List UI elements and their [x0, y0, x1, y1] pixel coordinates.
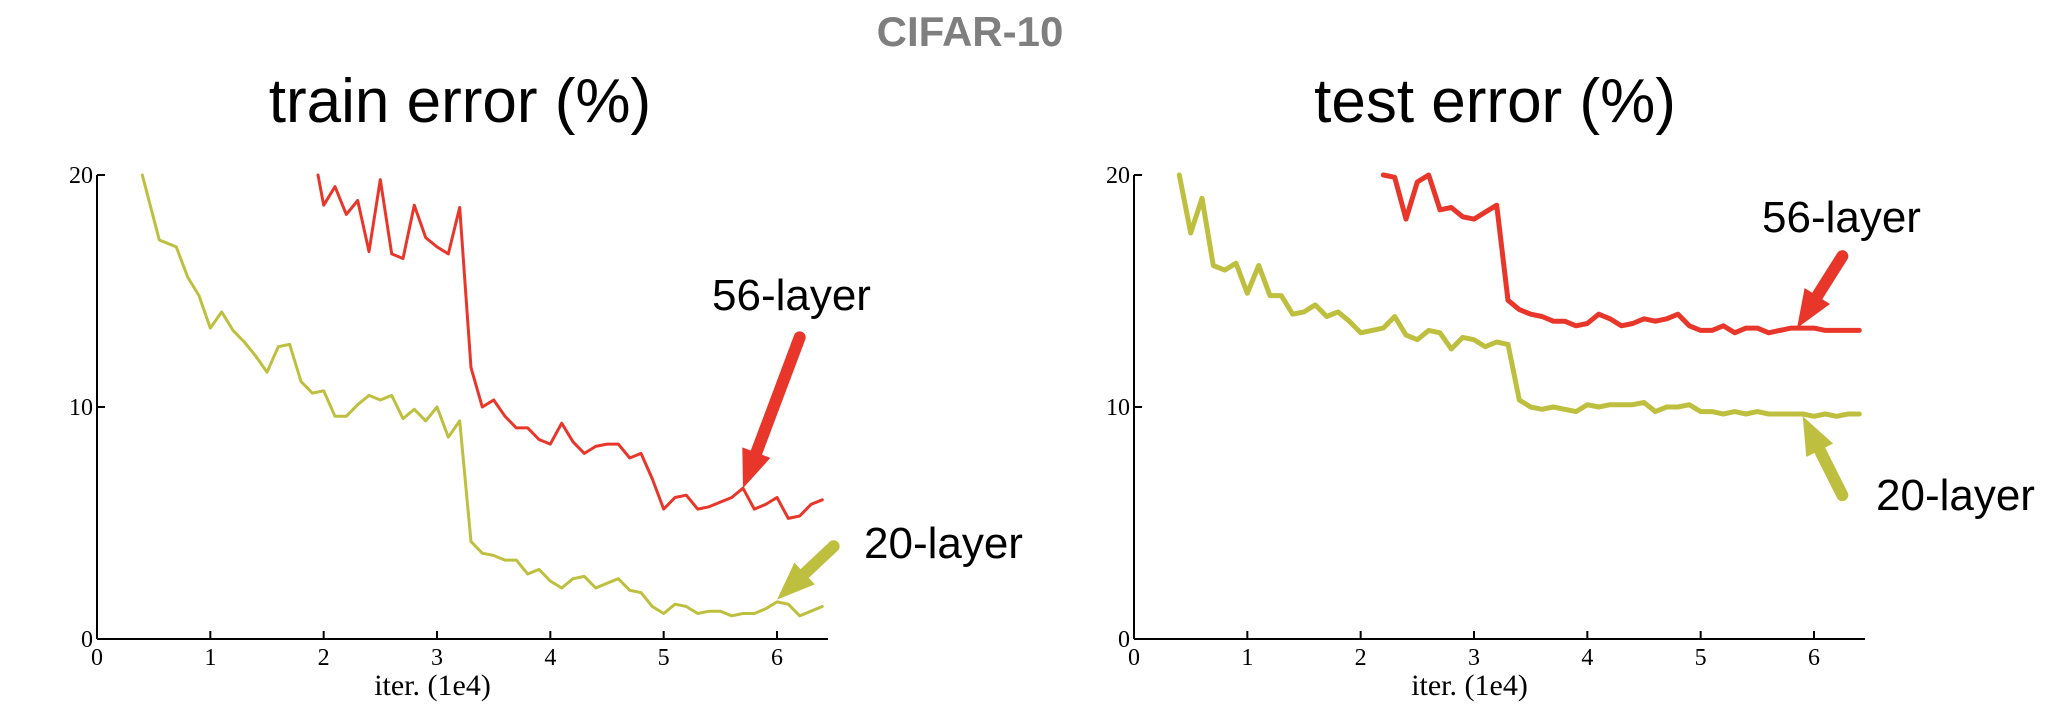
train-x-tick-label: 3 — [431, 645, 443, 671]
train-arrow-20-layer-head — [777, 562, 815, 600]
train-x-tick-label: 1 — [204, 645, 216, 671]
test-arrow-20-layer-head — [1802, 416, 1834, 457]
train-x-tick-label: 6 — [771, 645, 783, 671]
test-chart-title: test error (%) — [1314, 67, 1676, 136]
train-series-56-layer — [316, 173, 824, 520]
test-x-tick-label: 0 — [1128, 645, 1140, 671]
train-x-tick-label: 0 — [91, 645, 103, 671]
train-series-20-layer — [140, 173, 824, 618]
test-y-tick-label: 0 — [1118, 627, 1130, 653]
train-annotation-20-layer: 20-layer — [864, 519, 1023, 568]
test-x-tick-label: 6 — [1808, 645, 1820, 671]
train-arrow-20-layer-shaft — [798, 540, 840, 580]
test-x-tick-label: 1 — [1241, 645, 1253, 671]
train-x-axis-label: iter. (1e4) — [374, 669, 491, 702]
panel-train-error: train error (%) 0 1 2 3 4 5 6 0 10 20 iter. (1e4) 56… — [69, 67, 1023, 702]
figure-suptitle: CIFAR-10 — [877, 8, 1064, 55]
test-arrow-20-layer-shaft — [1813, 444, 1849, 502]
test-arrow-56-layer-shaft — [1811, 250, 1849, 302]
train-annotation-56-layer: 56-layer — [712, 271, 871, 320]
test-x-axis-label: iter. (1e4) — [1411, 669, 1528, 702]
test-series-56-layer — [1380, 172, 1862, 336]
test-y-tick-label: 20 — [1106, 163, 1130, 189]
test-series-20-layer — [1176, 172, 1862, 419]
test-x-tick-label: 2 — [1355, 645, 1367, 671]
train-y-tick-label: 20 — [69, 163, 93, 189]
test-annotation-56-layer: 56-layer — [1762, 193, 1921, 242]
train-arrow-56-layer-shaft — [750, 331, 806, 459]
test-x-tick-label: 4 — [1581, 645, 1593, 671]
train-x-tick-label: 2 — [318, 645, 330, 671]
panel-test-error: test error (%) 0 1 2 3 4 5 6 0 10 20 iter. (1e4) 56-… — [1106, 67, 2035, 702]
train-y-tick-label: 0 — [81, 627, 93, 653]
test-annotation-20-layer: 20-layer — [1876, 471, 2035, 520]
train-arrow-56-layer-head — [742, 447, 771, 489]
train-x-tick-label: 4 — [544, 645, 556, 671]
train-y-tick-label: 10 — [69, 395, 93, 421]
test-x-tick-label: 5 — [1695, 645, 1707, 671]
train-chart-title: train error (%) — [269, 67, 651, 136]
test-arrow-56-layer-head — [1797, 288, 1830, 329]
train-x-tick-label: 5 — [658, 645, 670, 671]
test-x-tick-label: 3 — [1468, 645, 1480, 671]
test-y-tick-label: 10 — [1106, 395, 1130, 421]
